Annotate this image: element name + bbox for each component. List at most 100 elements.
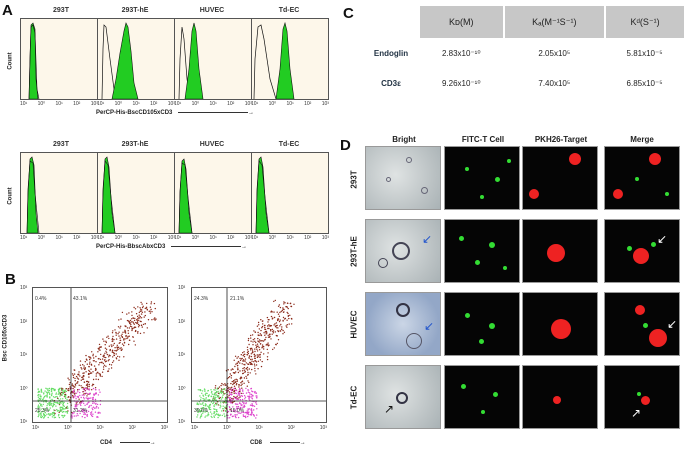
hist-title: 293T	[53, 7, 69, 14]
scatter-point	[286, 326, 288, 328]
scatter-point	[217, 404, 219, 406]
scatter-point	[242, 367, 244, 370]
scatter-point	[63, 401, 65, 404]
scatter-point	[259, 343, 262, 345]
scatter-point	[114, 347, 116, 349]
scatter-point	[245, 362, 247, 364]
scatter-point	[120, 347, 122, 349]
scatter-point	[244, 353, 246, 355]
scatter-point	[200, 410, 202, 412]
scatter-point	[61, 391, 63, 394]
scatter-point	[231, 380, 233, 383]
scatter-point	[205, 397, 207, 399]
scatter-point	[235, 378, 237, 380]
scatter-point	[220, 402, 222, 404]
scatter-point	[223, 401, 225, 403]
hist-title: 293T-hE	[121, 141, 149, 148]
x-ticks: 10¹ 10⁰ 10¹ 10² 10³	[174, 101, 252, 107]
scatter-point	[277, 313, 280, 315]
scatter-point	[260, 340, 262, 342]
scatter-point	[207, 413, 209, 416]
scatter-point	[279, 319, 281, 321]
scatter-point	[265, 333, 267, 335]
scatter-point	[234, 415, 237, 418]
scatter-point	[267, 336, 270, 338]
scatter-point	[79, 402, 81, 404]
scatter-point	[104, 359, 106, 361]
scatter-point	[238, 412, 240, 414]
histogram-td-ec	[251, 18, 329, 100]
scatter-point	[134, 326, 137, 328]
scatter-point	[254, 367, 256, 370]
scatter-point	[137, 321, 139, 323]
scatter-point	[51, 390, 53, 392]
scatter-point	[95, 375, 97, 377]
scatter-point	[114, 349, 116, 352]
scatter-point	[263, 348, 265, 350]
scatter-point	[251, 349, 254, 351]
scatter-point	[59, 398, 62, 400]
scatter-point	[99, 374, 101, 376]
scatter-point	[198, 401, 201, 403]
scatter-point	[149, 306, 152, 308]
scatter-point	[132, 322, 135, 324]
scatter-point	[88, 381, 90, 383]
scatter-point	[252, 405, 254, 407]
scatter-point	[87, 393, 89, 395]
scatter-point	[210, 389, 212, 391]
scatter-point	[231, 389, 234, 391]
scatter-point	[262, 323, 264, 325]
scatter-point	[46, 393, 48, 395]
scatter-point	[258, 341, 260, 343]
scatter-point	[239, 370, 241, 372]
scatter-point	[237, 367, 239, 369]
scatter-point	[286, 306, 288, 308]
scatter-point	[40, 397, 42, 399]
quadrant-lr: 15.0%	[230, 408, 245, 414]
scatter-point	[233, 385, 236, 387]
scatter-point	[215, 396, 217, 398]
scatter-point	[61, 394, 63, 396]
scatter-point	[62, 398, 64, 400]
scatter-point	[88, 363, 91, 365]
scatter-point	[40, 395, 42, 397]
scatter-point	[77, 391, 79, 393]
scatter-point	[110, 367, 113, 369]
scatter-point	[140, 317, 143, 319]
scatter-point	[103, 356, 105, 358]
scatter-point	[48, 404, 51, 407]
scatter-point	[209, 406, 211, 408]
scatter-point	[125, 334, 127, 337]
scatter-point	[253, 361, 255, 363]
scatter-point	[267, 345, 270, 347]
scatter-point	[259, 333, 261, 335]
scatter-point	[62, 405, 65, 407]
scatter-point	[134, 344, 136, 346]
scatter-point	[99, 412, 101, 414]
scatter-point	[235, 409, 237, 411]
scatter-point	[46, 403, 49, 405]
scatter-point	[59, 401, 61, 404]
scatter-point	[233, 390, 236, 392]
scatter-point	[71, 383, 74, 385]
scatter-point	[229, 396, 231, 399]
scatter-point	[108, 337, 110, 340]
scatter-point	[257, 340, 259, 342]
scatter-point	[214, 387, 216, 389]
scatter-point	[275, 322, 278, 324]
scatter-point	[134, 317, 136, 320]
scatter-point	[79, 394, 81, 397]
scatter-point	[104, 344, 106, 346]
scatter-point	[283, 301, 285, 303]
scatter-point	[213, 416, 216, 418]
scatter-point	[139, 315, 141, 318]
scatter-point	[246, 410, 248, 412]
scatter-point	[233, 387, 235, 390]
scatter-point	[153, 318, 155, 320]
scatter-point	[210, 415, 212, 418]
scatter-point	[242, 415, 245, 417]
scatter-point	[147, 319, 150, 321]
scatter-point	[132, 336, 134, 338]
scatter-point	[260, 334, 262, 336]
scatter-point	[233, 359, 235, 361]
